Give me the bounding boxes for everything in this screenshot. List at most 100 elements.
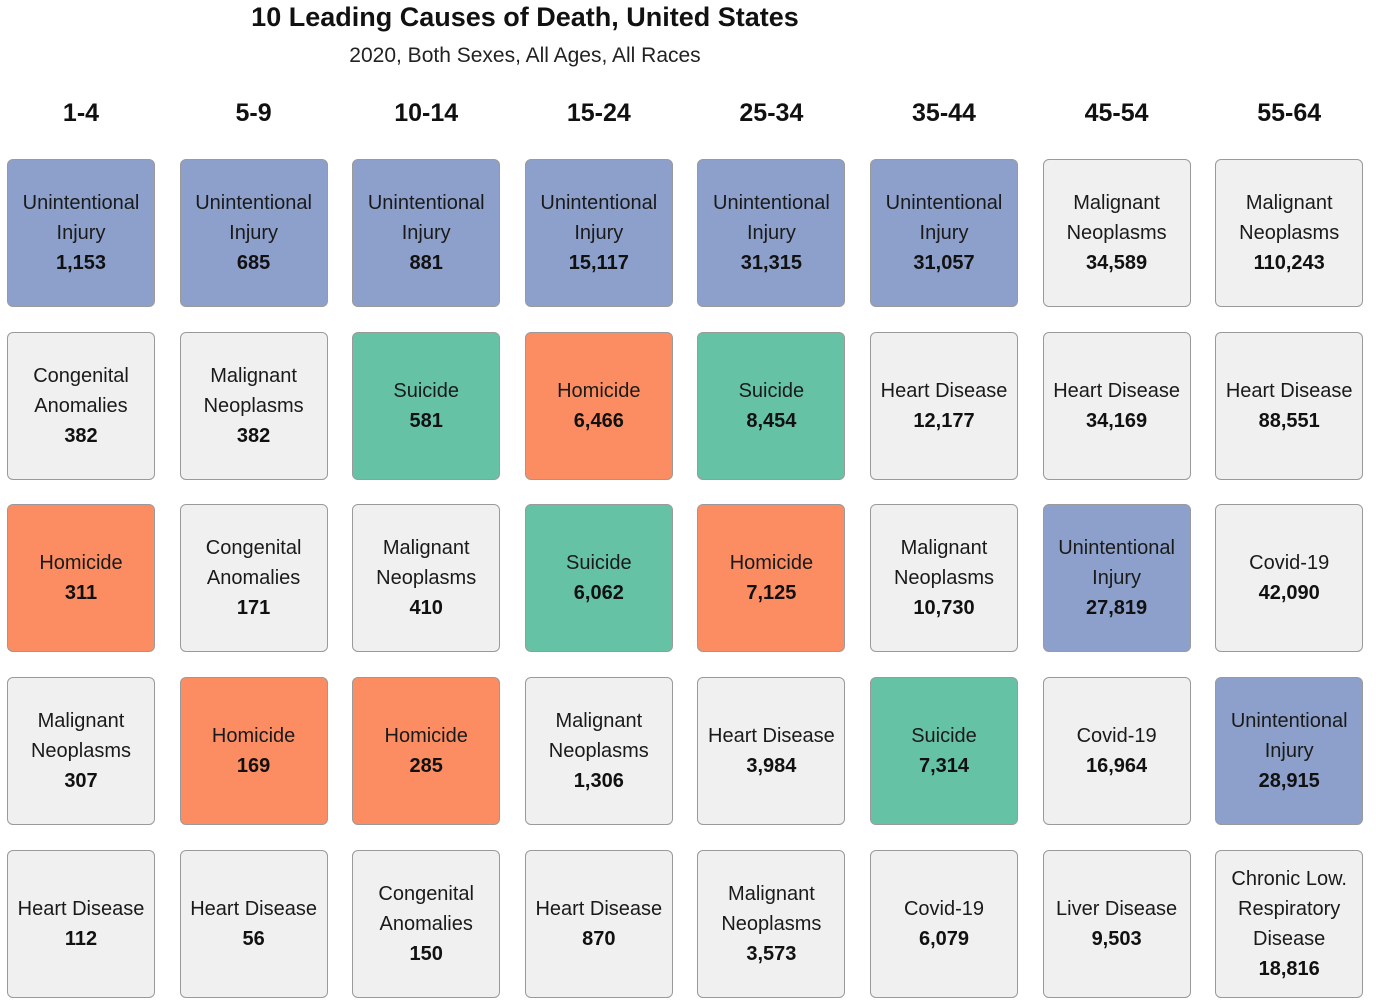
cause-label: Congenital: [378, 882, 474, 905]
death-count: 16,964: [1086, 755, 1148, 778]
age-group-header: 45-54: [1084, 99, 1149, 127]
cause-cell: Unintentional Injury 31,057: [870, 159, 1018, 307]
cause-label: Injury: [1092, 567, 1142, 590]
cause-cell: Congenital Anomalies 150: [352, 849, 501, 998]
cause-cell: Covid-19 6,079: [870, 849, 1018, 998]
cause-cell: Unintentional Injury 685: [179, 159, 328, 307]
cause-label: Neoplasms: [376, 567, 477, 590]
cause-label: Heart Disease: [17, 897, 145, 920]
cause-label: Injury: [746, 222, 796, 244]
death-count: 311: [64, 582, 98, 605]
death-count: 34,589: [1086, 252, 1148, 274]
cause-label: Malignant: [1245, 192, 1333, 214]
cause-label: Heart Disease: [535, 897, 663, 920]
cause-label: Covid-19: [903, 897, 985, 920]
age-group-header: 15-24: [566, 99, 631, 127]
death-count: 12,177: [913, 409, 975, 432]
cause-label: Congenital: [33, 364, 129, 387]
death-count: 15,117: [568, 252, 629, 274]
death-count: 881: [409, 252, 443, 274]
cause-cell: Heart Disease 34,169: [1042, 331, 1191, 480]
chart-subtitle: 2020, Both Sexes, All Ages, All Races: [349, 44, 701, 67]
cause-label: Neoplasms: [30, 740, 132, 763]
death-count: 410: [409, 597, 443, 620]
cause-label: Injury: [919, 222, 969, 244]
death-count: 169: [236, 755, 271, 778]
age-group-header: 55-64: [1257, 99, 1322, 127]
cause-label: Malignant: [555, 710, 643, 733]
cause-cell: Malignant Neoplasms 382: [179, 331, 328, 480]
death-count: 6,062: [573, 582, 624, 605]
death-count: 1,306: [573, 770, 624, 793]
death-count: 171: [236, 597, 271, 620]
cause-label: Neoplasms: [548, 740, 649, 763]
cause-label: Injury: [56, 222, 106, 244]
death-count: 9,503: [1091, 927, 1142, 950]
cause-cell: Unintentional Injury 881: [352, 159, 501, 307]
cause-cell: Homicide 7,125: [697, 504, 846, 653]
age-group-header: 25-34: [739, 99, 804, 127]
cause-label: Heart Disease: [190, 897, 317, 920]
cause-label: Homicide: [384, 725, 468, 748]
cause-cell: Unintentional Injury 1,153: [7, 159, 155, 307]
death-count: 581: [409, 409, 443, 432]
cause-label: Congenital: [205, 537, 302, 560]
death-count: 1,153: [55, 252, 107, 274]
cause-label: Malignant: [210, 364, 297, 387]
death-count: 34,169: [1086, 409, 1148, 432]
cause-label: Neoplasms: [721, 912, 822, 935]
age-group-header: 1-4: [62, 99, 100, 127]
cause-label: Liver Disease: [1056, 897, 1178, 920]
cause-cell: Unintentional Injury 31,315: [697, 159, 846, 307]
cause-cell: Suicide 581: [352, 331, 501, 480]
cause-label: Covid-19: [1076, 725, 1157, 748]
cause-label: Disease: [1253, 927, 1326, 950]
death-count: 307: [64, 770, 98, 793]
cause-label: Suicide: [565, 552, 632, 575]
cause-label: Unintentional: [1230, 710, 1348, 733]
cause-cell: Suicide 8,454: [697, 331, 846, 480]
death-count: 28,915: [1258, 770, 1320, 793]
death-count: 8,454: [746, 409, 797, 432]
cause-cell: Malignant Neoplasms 3,573: [697, 849, 846, 998]
cause-cell: Heart Disease 870: [524, 849, 673, 998]
cause-label: Anomalies: [206, 567, 301, 590]
cause-label: Heart Disease: [1053, 379, 1180, 402]
cause-cell: Heart Disease 88,551: [1215, 331, 1364, 480]
cause-label: Homicide: [729, 552, 814, 575]
cause-cell: Malignant Neoplasms 34,589: [1042, 159, 1191, 307]
death-count: 7,314: [918, 755, 970, 778]
death-count: 6,466: [573, 409, 624, 432]
death-count: 110,243: [1253, 252, 1325, 274]
death-count: 685: [236, 252, 271, 274]
cause-label: Malignant: [37, 710, 125, 733]
cause-cell: Malignant Neoplasms 10,730: [870, 504, 1018, 653]
cause-label: Malignant: [728, 882, 815, 905]
cause-label: Malignant: [382, 537, 470, 560]
death-count: 112: [64, 927, 98, 950]
cause-label: Malignant: [1073, 192, 1160, 214]
death-count: 27,819: [1086, 597, 1148, 620]
death-count: 56: [242, 927, 265, 950]
death-count: 18,816: [1258, 957, 1320, 980]
cause-label: Covid-19: [1249, 552, 1330, 575]
cause-label: Suicide: [738, 379, 805, 402]
chart-title: 10 Leading Causes of Death, United State…: [251, 2, 799, 32]
cause-cell: Homicide 6,466: [524, 331, 673, 480]
cause-label: Unintentional: [22, 192, 140, 214]
death-count: 285: [409, 755, 443, 778]
cause-label: Injury: [229, 222, 279, 244]
death-count: 150: [409, 942, 443, 965]
cause-label: Unintentional: [713, 192, 830, 214]
cause-cell: Homicide 285: [352, 677, 501, 826]
cause-cell: Covid-19 42,090: [1215, 504, 1364, 653]
cause-label: Injury: [574, 222, 624, 244]
cause-label: Heart Disease: [708, 725, 835, 748]
death-count: 382: [64, 424, 98, 447]
cause-label: Respiratory: [1238, 897, 1341, 920]
cause-label: Heart Disease: [880, 379, 1008, 402]
cause-cell: Malignant Neoplasms 1,306: [524, 677, 673, 826]
cause-cell: Heart Disease 3,984: [697, 677, 846, 826]
cause-cell: Covid-19 16,964: [1042, 677, 1191, 826]
cause-label: Homicide: [557, 379, 641, 402]
